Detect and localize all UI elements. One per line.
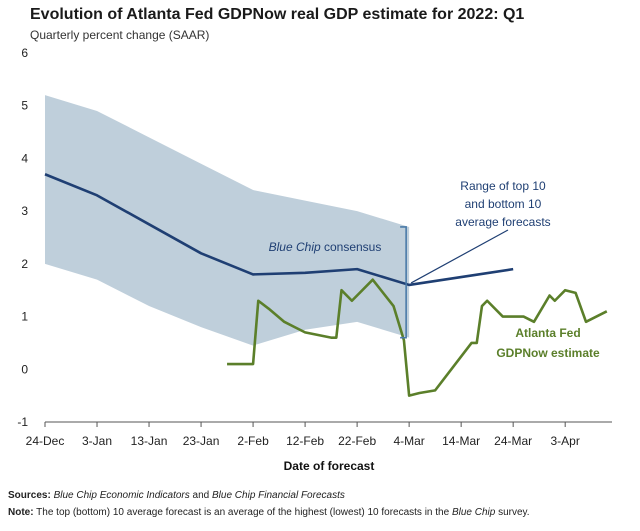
range-annotation-line: average forecasts xyxy=(455,215,550,229)
x-tick-label: 13-Jan xyxy=(131,434,168,448)
chart-subtitle: Quarterly percent change (SAAR) xyxy=(30,28,210,42)
note-text-1: The top (bottom) 10 average forecast is … xyxy=(33,507,452,518)
y-tick-label: 4 xyxy=(21,151,28,165)
blue-chip-consensus-line xyxy=(44,173,514,287)
gdpnow-label-line: GDPNow estimate xyxy=(496,346,600,360)
consensus-label: Blue Chip consensus xyxy=(269,240,382,254)
x-axis-title: Date of forecast xyxy=(284,459,375,473)
range-bracket xyxy=(400,226,407,339)
x-tick-label: 23-Jan xyxy=(183,434,220,448)
y-tick-label: 1 xyxy=(21,310,28,324)
x-tick-label: 14-Mar xyxy=(442,434,480,448)
footnote: Note: The top (bottom) 10 average foreca… xyxy=(8,507,530,518)
range-annotation-line: Range of top 10 xyxy=(460,179,546,193)
y-tick-label: -1 xyxy=(17,415,28,429)
x-tick-label: 24-Mar xyxy=(494,434,532,448)
x-tick-label: 4-Mar xyxy=(393,434,424,448)
source-1: Blue Chip Economic Indicators xyxy=(53,490,190,501)
consensus-label-italic: Blue Chip xyxy=(269,240,321,254)
y-tick-label: 3 xyxy=(21,204,28,218)
y-tick-label: 2 xyxy=(21,257,28,271)
sources-note: Sources: Blue Chip Economic Indicators a… xyxy=(8,490,345,501)
forecast-range-band xyxy=(45,95,410,346)
note-label: Note: xyxy=(8,507,34,518)
sources-mid: and xyxy=(189,490,213,501)
note-text-2: survey. xyxy=(495,507,530,518)
y-tick-label: 5 xyxy=(21,99,28,113)
chart-title: Evolution of Atlanta Fed GDPNow real GDP… xyxy=(30,6,525,23)
x-tick-label: 24-Dec xyxy=(26,434,65,448)
y-tick-label: 0 xyxy=(21,362,28,376)
x-tick-label: 22-Feb xyxy=(338,434,376,448)
consensus-label-rest: consensus xyxy=(321,240,382,254)
note-italic: Blue Chip xyxy=(451,507,496,518)
gdpnow-estimate-line xyxy=(227,278,608,397)
x-tick-label: 12-Feb xyxy=(286,434,324,448)
x-tick-label: 3-Jan xyxy=(82,434,112,448)
y-tick-label: 6 xyxy=(21,46,28,60)
source-2: Blue Chip Financial Forecasts xyxy=(212,490,345,501)
x-tick-label: 2-Feb xyxy=(237,434,269,448)
sources-label: Sources: xyxy=(8,490,51,501)
gdpnow-label-line: Atlanta Fed xyxy=(515,326,580,340)
x-tick-label: 3-Apr xyxy=(551,434,580,448)
range-annotation-leader xyxy=(410,229,509,284)
range-annotation-line: and bottom 10 xyxy=(465,197,542,211)
